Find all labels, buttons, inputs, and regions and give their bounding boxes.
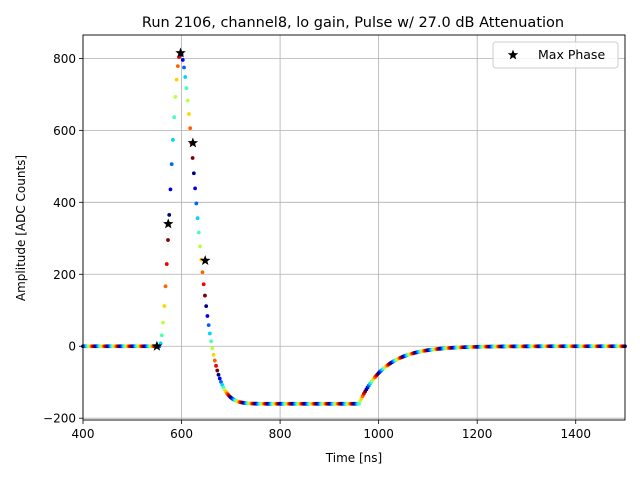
pulse-point: [209, 339, 214, 344]
pulse-point: [195, 216, 200, 221]
y-tick-label: −200: [43, 412, 76, 426]
axis-ticks: 400 600 800 1000 1200 1400 −200 0 200 400 600 800: [43, 52, 591, 441]
pulse-point: [180, 58, 185, 62]
x-tick-label: 600: [170, 427, 193, 441]
pulse-point: [219, 380, 223, 384]
legend-star-marker: [507, 49, 519, 60]
pulse-point: [194, 201, 199, 206]
x-tick-label: 1000: [363, 427, 394, 441]
x-tick-label: 1400: [560, 427, 591, 441]
x-axis-label: Time [ns]: [325, 451, 382, 465]
pulse-point: [216, 372, 221, 377]
pulse-point: [201, 282, 206, 287]
legend: Max Phase: [492, 41, 619, 69]
x-tick-label: 1200: [462, 427, 493, 441]
pulse-point: [172, 115, 177, 120]
pulse-point: [183, 75, 188, 79]
y-tick-label: 800: [53, 52, 76, 66]
pulse-point: [206, 323, 211, 328]
x-tick-label: 400: [72, 427, 95, 441]
y-tick-label: 600: [53, 124, 76, 138]
pulse-point: [203, 293, 207, 298]
pulse-point: [162, 304, 167, 308]
pulse-point: [215, 368, 220, 373]
pulse-point: [158, 341, 163, 346]
pulse-point: [164, 262, 169, 266]
pulse-point: [200, 270, 205, 275]
pulse-point: [212, 358, 217, 363]
pulse-point: [171, 137, 175, 142]
max-phase-series: [151, 47, 211, 351]
pulse-point: [173, 95, 178, 99]
pulse-series: [81, 51, 627, 406]
plot-frame: [82, 34, 626, 421]
pulse-point: [174, 77, 179, 82]
pulse-point: [205, 314, 210, 318]
pulse-point: [196, 230, 201, 235]
y-axis-label: Amplitude [ADC Counts]: [14, 155, 28, 301]
pulse-point: [210, 346, 215, 351]
pulse-point: [187, 112, 191, 116]
pulse-point: [169, 162, 174, 167]
pulse-point: [159, 333, 164, 338]
x-tick-label: 800: [269, 427, 292, 441]
pulse-point: [175, 64, 180, 69]
pulse-point: [211, 352, 216, 357]
max-phase-star: [187, 137, 199, 148]
pulse-point: [190, 156, 195, 160]
y-tick-label: 200: [53, 268, 76, 282]
max-phase-star: [199, 255, 211, 266]
max-phase-star: [163, 218, 174, 229]
pulse-point: [198, 244, 202, 249]
pulse-point: [182, 65, 186, 70]
pulse-point: [214, 363, 218, 368]
pulse-point: [167, 213, 172, 217]
pulse-point: [204, 304, 209, 309]
chart-title: Run 2106, channel8, lo gain, Pulse w/ 27…: [142, 15, 564, 31]
max-phase-star: [151, 340, 163, 351]
pulse-point: [188, 126, 193, 131]
y-tick-label: 400: [53, 196, 76, 210]
legend-box: [492, 41, 619, 69]
pulse-point: [166, 238, 170, 242]
pulse-point: [207, 331, 212, 336]
pulse-point: [161, 320, 165, 325]
pulse-point: [191, 171, 196, 176]
y-tick-label: 0: [68, 340, 76, 354]
max-phase-star: [175, 47, 186, 58]
legend-star: [507, 49, 519, 60]
pulse-point: [163, 284, 168, 289]
pulse-point: [168, 187, 173, 192]
pulse-point: [185, 98, 190, 103]
pulse-point: [184, 86, 189, 91]
legend-label: Max Phase: [538, 47, 605, 62]
grid-lines: [82, 35, 625, 420]
pulse-point: [193, 186, 198, 191]
pulse-point: [217, 376, 222, 381]
